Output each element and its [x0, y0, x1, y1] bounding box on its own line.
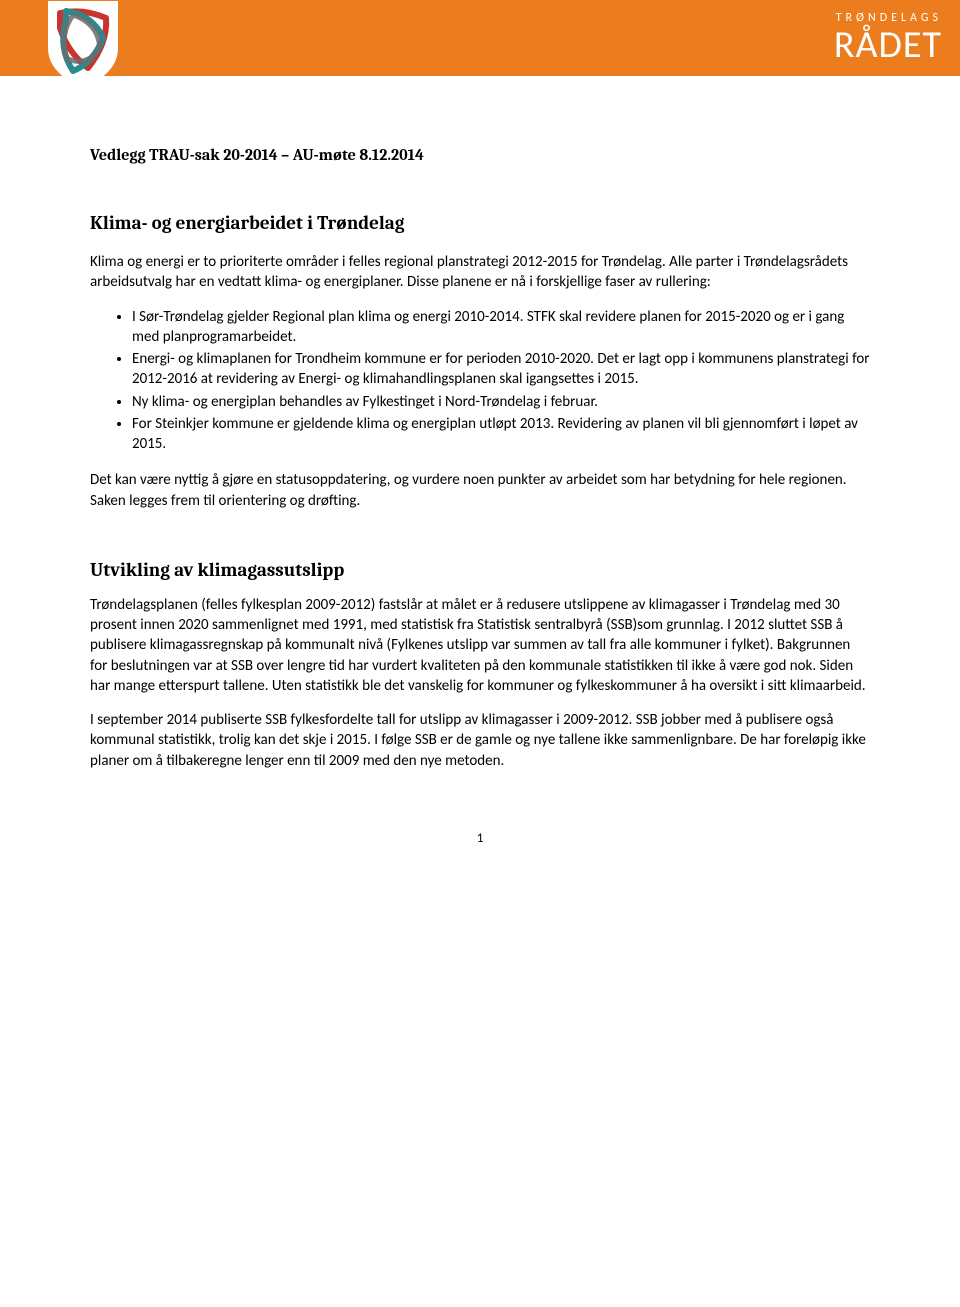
intro-paragraph-1: Klima og energi er to prioriterte område…	[90, 252, 870, 293]
section-heading: Utvikling av klimagassutslipp	[90, 559, 870, 581]
brand-block: TRØNDELAGS RÅDET	[834, 12, 942, 64]
page-number: 1	[90, 831, 870, 846]
bullet-list: I Sør-Trøndelag gjelder Regional plan kl…	[90, 307, 870, 455]
logo-shield-icon	[38, 0, 128, 93]
intro-paragraph-2: Det kan være nyttig å gjøre en statusopp…	[90, 470, 870, 511]
page-content: Vedlegg TRAU-sak 20-2014 – AU-møte 8.12.…	[0, 76, 960, 886]
document-title: Klima- og energiarbeidet i Trøndelag	[90, 212, 870, 234]
list-item: I Sør-Trøndelag gjelder Regional plan kl…	[132, 307, 870, 348]
body-paragraph-2: I september 2014 publiserte SSB fylkesfo…	[90, 710, 870, 771]
brand-main-text: RÅDET	[834, 26, 942, 64]
list-item: Energi- og klimaplanen for Trondheim kom…	[132, 349, 870, 390]
header-bar: TRØNDELAGS RÅDET	[0, 0, 960, 76]
list-item: For Steinkjer kommune er gjeldende klima…	[132, 414, 870, 455]
list-item: Ny klima- og energiplan behandles av Fyl…	[132, 392, 870, 412]
body-paragraph-1: Trøndelagsplanen (felles fylkesplan 2009…	[90, 595, 870, 696]
document-reference: Vedlegg TRAU-sak 20-2014 – AU-møte 8.12.…	[90, 146, 870, 164]
